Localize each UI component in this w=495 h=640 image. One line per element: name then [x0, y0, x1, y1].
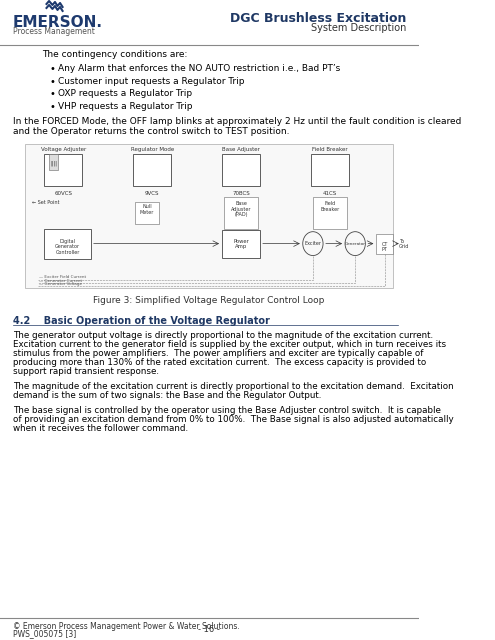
Text: 41CS: 41CS [323, 191, 337, 196]
Text: CT: CT [382, 242, 388, 246]
Text: In the FORCED Mode, the OFF lamp blinks at approximately 2 Hz until the fault co: In the FORCED Mode, the OFF lamp blinks … [13, 117, 461, 126]
Text: ← Set Point: ← Set Point [32, 200, 59, 205]
Text: ||||: |||| [50, 161, 57, 166]
Text: To
Grid: To Grid [399, 239, 409, 250]
Text: © Emerson Process Management Power & Water Solutions.: © Emerson Process Management Power & Wat… [13, 623, 240, 632]
FancyBboxPatch shape [222, 154, 260, 186]
FancyBboxPatch shape [224, 197, 258, 228]
Text: The base signal is controlled by the operator using the Base Adjuster control sw: The base signal is controlled by the ope… [13, 406, 441, 415]
Text: when it receives the follower command.: when it receives the follower command. [13, 424, 188, 433]
Text: — Exciter Field Current: — Exciter Field Current [39, 275, 86, 280]
Text: •: • [49, 63, 55, 74]
Text: Excitation current to the generator field is supplied by the exciter output, whi: Excitation current to the generator fiel… [13, 340, 446, 349]
Text: Any Alarm that enforces the NO AUTO restriction i.e., Bad PT’s: Any Alarm that enforces the NO AUTO rest… [57, 63, 340, 72]
FancyBboxPatch shape [313, 197, 346, 228]
Text: Base
Adjuster
(PAD): Base Adjuster (PAD) [231, 201, 251, 218]
Text: of providing an excitation demand from 0% to 100%.  The Base signal is also adju: of providing an excitation demand from 0… [13, 415, 453, 424]
Text: Base Adjuster: Base Adjuster [222, 147, 260, 152]
FancyBboxPatch shape [376, 234, 393, 253]
Text: producing more than 130% of the rated excitation current.  The excess capacity i: producing more than 130% of the rated ex… [13, 358, 426, 367]
Text: 70BCS: 70BCS [232, 191, 250, 196]
Text: Digital
Generator
Controller: Digital Generator Controller [55, 239, 80, 255]
Text: Power
Amp: Power Amp [233, 239, 249, 250]
Text: OXP requests a Regulator Trip: OXP requests a Regulator Trip [57, 90, 192, 99]
Text: Generator: Generator [345, 242, 366, 246]
Text: Process Management: Process Management [13, 27, 95, 36]
Text: EMERSON.: EMERSON. [13, 15, 102, 30]
Text: — Generator Current: — Generator Current [39, 280, 82, 284]
Text: Field
Breaker: Field Breaker [320, 201, 340, 212]
FancyBboxPatch shape [133, 154, 171, 186]
Text: •: • [49, 77, 55, 86]
Text: System Description: System Description [310, 23, 406, 33]
Text: support rapid transient response.: support rapid transient response. [13, 367, 159, 376]
Text: The contingency conditions are:: The contingency conditions are: [42, 50, 188, 59]
FancyBboxPatch shape [222, 230, 260, 257]
Text: Exciter: Exciter [304, 241, 321, 246]
Text: demand is the sum of two signals: the Base and the Regulator Output.: demand is the sum of two signals: the Ba… [13, 391, 321, 400]
FancyBboxPatch shape [135, 202, 159, 224]
Text: Voltage Adjuster: Voltage Adjuster [41, 147, 86, 152]
FancyBboxPatch shape [49, 154, 57, 170]
Text: PWS_005075 [3]: PWS_005075 [3] [13, 629, 76, 639]
FancyBboxPatch shape [311, 154, 349, 186]
Text: Null
Meter: Null Meter [140, 204, 154, 214]
Text: •: • [49, 102, 55, 113]
Text: PT: PT [382, 246, 388, 252]
Text: 60VCS: 60VCS [54, 191, 72, 196]
Text: The generator output voltage is directly proportional to the magnitude of the ex: The generator output voltage is directly… [13, 331, 433, 340]
FancyBboxPatch shape [45, 154, 83, 186]
Text: Regulator Mode: Regulator Mode [131, 147, 174, 152]
Text: - 16 -: - 16 - [198, 625, 220, 634]
Text: VHP requests a Regulator Trip: VHP requests a Regulator Trip [57, 102, 192, 111]
Text: •: • [49, 90, 55, 99]
Text: and the Operator returns the control switch to TEST position.: and the Operator returns the control swi… [13, 127, 289, 136]
Text: DGC Brushless Excitation: DGC Brushless Excitation [230, 12, 406, 25]
Text: Figure 3: Simplified Voltage Regulator Control Loop: Figure 3: Simplified Voltage Regulator C… [93, 296, 325, 305]
Text: stimulus from the power amplifiers.  The power amplifiers and exciter are typica: stimulus from the power amplifiers. The … [13, 349, 423, 358]
Text: Customer input requests a Regulator Trip: Customer input requests a Regulator Trip [57, 77, 244, 86]
Text: The magnitude of the excitation current is directly proportional to the excitati: The magnitude of the excitation current … [13, 382, 453, 391]
Text: — Generator Voltage: — Generator Voltage [39, 282, 82, 286]
Text: Field Breaker: Field Breaker [312, 147, 347, 152]
Text: 9VCS: 9VCS [145, 191, 159, 196]
FancyBboxPatch shape [45, 228, 91, 259]
FancyBboxPatch shape [25, 144, 393, 289]
Text: 4.2    Basic Operation of the Voltage Regulator: 4.2 Basic Operation of the Voltage Regul… [13, 316, 270, 326]
